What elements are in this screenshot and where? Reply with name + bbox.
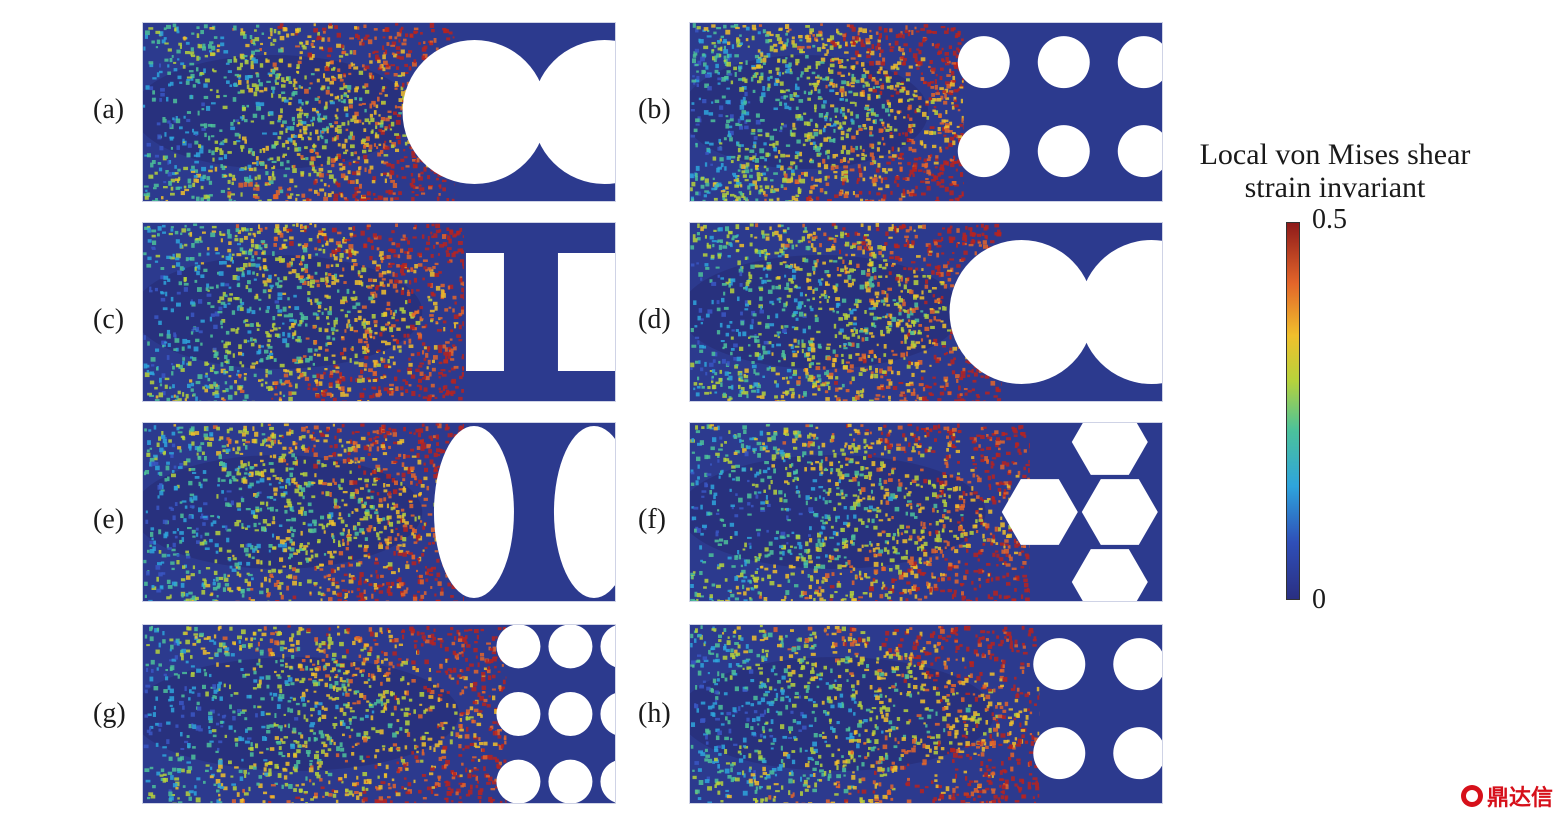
panel-label-e: (e) [93,504,125,535]
simulation-panel-a [142,22,616,202]
panel-label-d: (d) [638,304,671,335]
strain-map-e [143,423,615,601]
colorbar-title-line2: strain invariant [1244,171,1426,204]
strain-map-f [690,423,1162,601]
simulation-panel-g [142,624,616,804]
panel-label-b: (b) [638,94,671,125]
strain-map-a [143,23,615,201]
colorbar-max-label: 0.5 [1312,204,1347,235]
panel-label-g: (g) [93,698,126,729]
strain-map-h [690,625,1162,803]
strain-map-c [143,223,615,401]
colorbar-min-label: 0 [1312,584,1326,615]
panel-label-c: (c) [93,304,125,335]
simulation-panel-h [689,624,1163,804]
panel-label-a: (a) [93,94,125,125]
panel-label-f: (f) [638,504,666,535]
brand-logo-icon [1460,785,1483,807]
watermark: 鼎达信 [1460,780,1553,812]
panel-label-h: (h) [638,698,671,729]
colorbar [1286,222,1300,600]
simulation-panel-b [689,22,1163,202]
strain-map-g [143,625,615,803]
watermark-text: 鼎达信 [1486,786,1553,811]
strain-map-b [690,23,1162,201]
colorbar-title-line1: Local von Mises shear [1199,138,1471,171]
simulation-panel-f [689,422,1163,602]
strain-map-d [690,223,1162,401]
simulation-panel-c [142,222,616,402]
simulation-panel-e [142,422,616,602]
simulation-panel-d [689,222,1163,402]
